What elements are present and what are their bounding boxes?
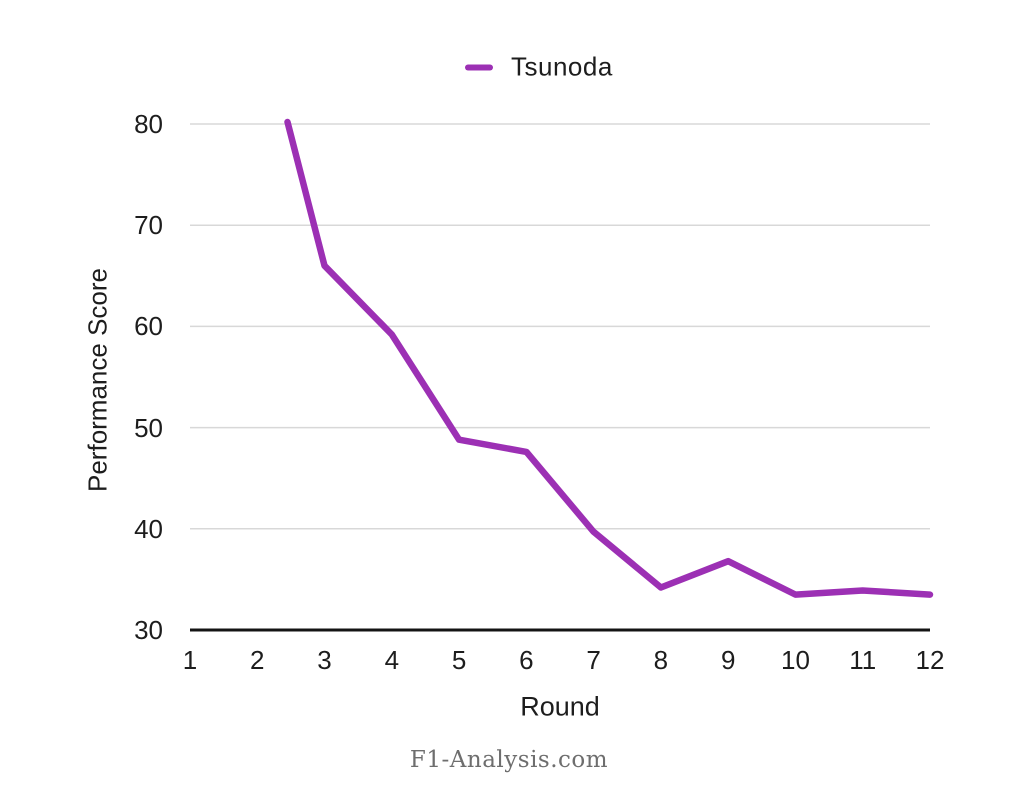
y-tick-label: 40: [134, 513, 163, 544]
legend-label: Tsunoda: [511, 51, 613, 82]
watermark: F1-Analysis.com: [409, 747, 609, 773]
x-tick-label: 3: [317, 645, 332, 675]
y-tick-label: 50: [134, 412, 163, 443]
legend: Tsunoda: [465, 52, 613, 83]
series-line-tsunoda: [284, 118, 934, 598]
x-tick-label: 4: [384, 645, 400, 675]
x-axis-title: Round: [520, 691, 600, 722]
y-tick-label: 80: [134, 109, 163, 139]
x-tick-label: 6: [519, 645, 534, 675]
x-tick-label: 5: [451, 645, 467, 675]
x-tick-label: 9: [720, 645, 736, 675]
y-tick-label: 70: [134, 210, 163, 241]
y-axis-title: Performance Score: [82, 268, 113, 492]
x-tick-label: 8: [653, 645, 669, 675]
x-tick-label: 1: [182, 645, 198, 675]
x-tick-label: 12: [915, 645, 945, 675]
x-tick-label: 10: [780, 645, 810, 675]
x-tick-label: 11: [849, 645, 877, 675]
x-tick-label: 2: [250, 645, 265, 675]
y-tick-label: 30: [134, 615, 163, 645]
legend-swatch-icon: [465, 64, 493, 70]
y-tick-label: 60: [134, 311, 163, 342]
x-tick-label: 7: [586, 645, 601, 675]
